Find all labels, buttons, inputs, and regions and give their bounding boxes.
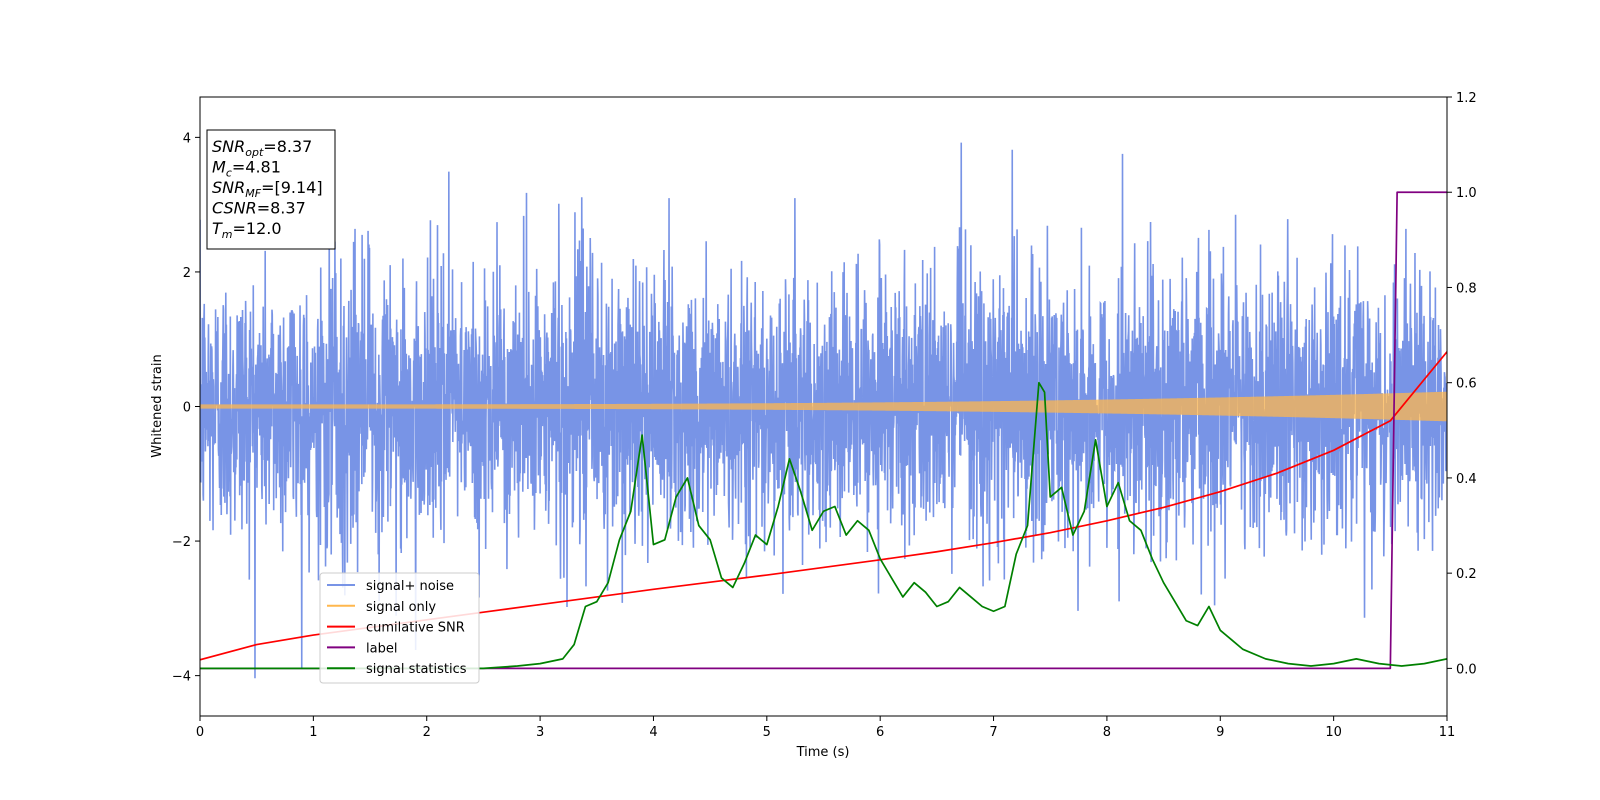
y-axis-label: Whitened strain <box>150 354 165 457</box>
annotation-line: Mc=4.81 <box>212 158 281 180</box>
x-tick-label: 3 <box>536 725 544 740</box>
series-line-label <box>200 191 1447 670</box>
y-right-tick-label: 1.2 <box>1456 91 1477 106</box>
legend-label: signal statistics <box>366 662 467 677</box>
annotation-line: SNRopt=8.37 <box>212 137 312 159</box>
y-right-tick-label: 0.6 <box>1456 377 1477 392</box>
x-tick-label: 10 <box>1325 725 1342 740</box>
x-tick-label: 1 <box>309 725 317 740</box>
series-line-signal-only <box>200 391 1447 422</box>
x-tick-label: 9 <box>1216 725 1224 740</box>
y-tick-label: 2 <box>183 266 191 281</box>
legend-item-signal-statistics: signal statistics <box>327 662 467 677</box>
annotation-line: SNRMF=[9.14] <box>212 178 323 200</box>
x-tick-label: 0 <box>196 725 204 740</box>
x-tick-label: 4 <box>649 725 657 740</box>
y-right-tick-label: 1.0 <box>1456 186 1477 201</box>
legend-label: label <box>366 641 397 656</box>
x-axis-label: Time (s) <box>796 745 850 760</box>
y-right-tick-label: 0.4 <box>1456 472 1477 487</box>
y-right-tick-label: 0.0 <box>1456 662 1477 677</box>
legend-label: cumilative SNR <box>366 621 465 636</box>
y-right-tick-label: 0.8 <box>1456 281 1477 296</box>
legend-item-label: label <box>327 641 397 656</box>
x-tick-label: 5 <box>763 725 771 740</box>
legend-label: signal+ noise <box>366 579 454 594</box>
legend-item-signal-noise: signal+ noise <box>327 579 454 594</box>
y-right-tick-label: 0.2 <box>1456 567 1477 582</box>
annotation-box: SNRopt=8.37Mc=4.81SNRMF=[9.14]CSNR=8.37T… <box>206 129 336 250</box>
series-line-signal-statistics <box>200 381 1447 670</box>
x-tick-label: 11 <box>1439 725 1456 740</box>
x-tick-label: 7 <box>989 725 997 740</box>
x-tick-label: 6 <box>876 725 884 740</box>
x-tick-label: 2 <box>423 725 431 740</box>
annotation-line: CSNR=8.37 <box>212 199 306 218</box>
y-tick-label: −4 <box>172 670 191 685</box>
legend-item-cumilative-snr: cumilative SNR <box>327 621 465 636</box>
y-tick-label: −2 <box>172 535 191 550</box>
legend: signal+ noise signal only cumilative SNR la… <box>319 572 480 684</box>
y-tick-label: 0 <box>183 401 191 416</box>
x-tick-label: 8 <box>1103 725 1111 740</box>
annotation-line: Tm=12.0 <box>212 219 282 241</box>
legend-label: signal only <box>366 600 436 615</box>
legend-item-signal-only: signal only <box>327 600 436 615</box>
y-tick-label: 4 <box>183 131 191 146</box>
